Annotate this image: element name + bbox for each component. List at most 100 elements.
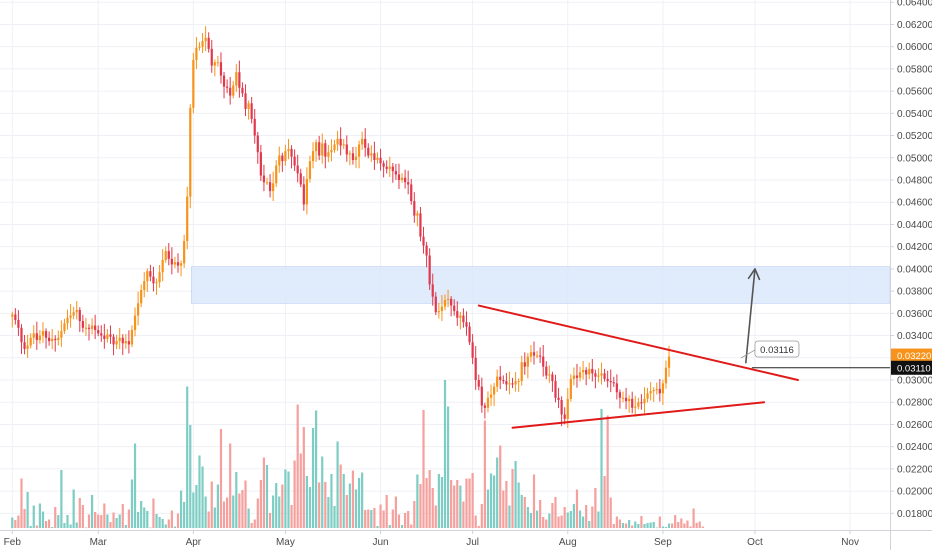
candle-body <box>563 414 566 419</box>
candle-body <box>532 352 536 356</box>
volume-bar <box>140 501 143 528</box>
x-tick-label: Apr <box>186 537 202 548</box>
volume-bar <box>118 514 121 528</box>
volume-bar <box>253 519 256 528</box>
volume-bar <box>167 519 170 528</box>
candle-body <box>38 335 42 340</box>
volume-bar <box>692 508 695 528</box>
volume-bar <box>385 495 388 528</box>
volume-bar <box>161 519 164 528</box>
volume-bar <box>480 504 483 528</box>
candle-body <box>588 368 591 375</box>
volume-bar <box>640 516 643 528</box>
volume-bar <box>634 521 637 528</box>
volume-bar <box>505 481 508 528</box>
candle-body <box>637 402 640 407</box>
candle-body <box>140 290 143 304</box>
volume-bar <box>136 512 140 528</box>
candle-body <box>268 182 272 192</box>
volume-bar <box>367 509 370 528</box>
volume-bar <box>456 480 459 528</box>
y-tick-label: 0.04400 <box>897 220 932 231</box>
y-tick-label: 0.06000 <box>897 42 932 53</box>
x-tick-label: May <box>276 537 295 548</box>
volume-bar <box>244 480 247 528</box>
volume-bar <box>321 456 324 528</box>
candle-body <box>222 75 226 87</box>
candle-body <box>232 85 235 96</box>
candle-body <box>100 333 103 336</box>
candle-body <box>75 310 78 313</box>
y-tick-label: 0.04200 <box>897 242 932 253</box>
candle-body <box>354 156 358 160</box>
candle-body <box>121 337 124 344</box>
volume-bar <box>324 482 327 528</box>
candle-body <box>618 392 622 398</box>
candle-body <box>585 370 588 375</box>
volume-bar <box>318 482 321 528</box>
volume-bar <box>41 511 45 528</box>
volume-bar <box>474 515 477 528</box>
candle-body <box>17 320 20 328</box>
volume-bar <box>302 427 305 528</box>
y-tick-label: 0.05600 <box>897 87 932 98</box>
volume-bar <box>450 480 453 528</box>
volume-bar <box>557 516 560 528</box>
volume-bar <box>667 523 671 528</box>
candle-body <box>548 374 551 376</box>
candle-body <box>581 370 585 373</box>
volume-bar <box>373 508 376 528</box>
volume-bar <box>354 489 358 528</box>
candle-body <box>664 367 668 384</box>
volume-bar <box>572 504 576 528</box>
volume-bar <box>60 470 63 528</box>
candle-body <box>81 321 84 328</box>
volume-bar <box>222 501 226 528</box>
x-tick-label: Mar <box>90 537 108 548</box>
volume-bar <box>517 482 520 528</box>
candle-body <box>526 356 529 367</box>
volume-bar <box>57 515 60 528</box>
volume-bar <box>152 498 155 528</box>
volume-bar <box>637 524 640 528</box>
candle-body <box>649 391 652 394</box>
volume-bar <box>130 479 134 528</box>
candle-body <box>164 251 167 260</box>
candle-body <box>167 251 170 259</box>
candle-body <box>425 245 428 256</box>
volume-bar <box>631 525 634 528</box>
volume-bar <box>17 515 20 528</box>
candle-body <box>388 166 391 169</box>
volume-bar <box>618 519 622 528</box>
candle-body <box>259 152 262 176</box>
candle-body <box>124 341 127 344</box>
volume-bar <box>594 488 597 528</box>
candle-body <box>517 381 520 383</box>
candle-body <box>603 373 606 379</box>
volume-bar <box>566 512 569 528</box>
volume-bar <box>388 525 391 528</box>
candle-body <box>468 326 471 343</box>
volume-bar <box>87 514 91 528</box>
candle-body <box>569 378 572 399</box>
candle-body <box>149 271 152 277</box>
volume-bar <box>545 519 548 528</box>
volume-bar <box>100 515 103 528</box>
volume-bar <box>54 507 57 528</box>
candle-body <box>640 402 643 404</box>
volume-bar <box>94 512 97 528</box>
candle-body <box>403 177 407 183</box>
candle-body <box>572 375 576 379</box>
candle-body <box>612 382 615 384</box>
x-tick-label: Jun <box>372 537 388 548</box>
candle-body <box>400 177 404 180</box>
volume-bar <box>232 495 235 528</box>
candle-body <box>542 356 545 367</box>
volume-bar <box>158 517 161 528</box>
candle-body <box>578 372 582 378</box>
candle-body <box>44 331 48 338</box>
candle-body <box>189 107 192 197</box>
candle-body <box>413 201 416 216</box>
volume-bar <box>585 505 588 528</box>
